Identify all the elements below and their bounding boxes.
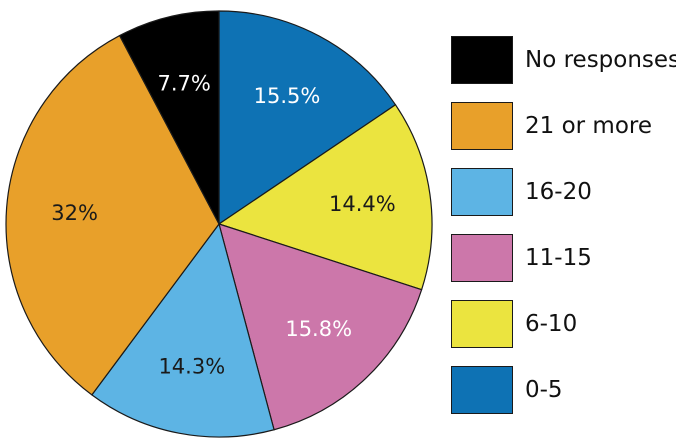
pie-chart: 15.5% 14.4% 15.8% 14.3% 32% 7.7% [5, 10, 433, 438]
pie-slice-labels: 15.5% 14.4% 15.8% 14.3% 32% 7.7% [51, 71, 396, 378]
chart-legend: No responses 21 or more 16-20 11-15 6-10 0-5 [451, 36, 676, 432]
legend-item: 11-15 [451, 234, 676, 282]
legend-item: No responses [451, 36, 676, 84]
pie-slice-0-5 [218, 10, 397, 225]
pie-slice-16-20 [91, 223, 275, 438]
legend-swatch [451, 168, 513, 216]
pie-slice-6-10 [218, 104, 433, 291]
legend-label: 11-15 [525, 245, 592, 271]
legend-swatch [451, 36, 513, 84]
slice-value-label: 14.3% [158, 354, 225, 378]
legend-label: 6-10 [525, 311, 578, 337]
slice-value-label: 14.4% [329, 192, 396, 216]
slice-value-label: 15.5% [254, 84, 321, 108]
legend-swatch [451, 366, 513, 414]
pie-slice-no-responses [119, 10, 220, 225]
legend-swatch [451, 102, 513, 150]
legend-label: 21 or more [525, 113, 652, 139]
legend-swatch [451, 234, 513, 282]
legend-label: No responses [525, 47, 676, 73]
legend-label: 0-5 [525, 377, 563, 403]
legend-item: 0-5 [451, 366, 676, 414]
pie-slice-11-15 [218, 223, 423, 431]
legend-item: 6-10 [451, 300, 676, 348]
legend-swatch [451, 300, 513, 348]
legend-label: 16-20 [525, 179, 592, 205]
pie-slice-21-or-more [5, 34, 220, 396]
slice-value-label: 15.8% [285, 317, 352, 341]
pie-slices [5, 10, 433, 438]
legend-item: 16-20 [451, 168, 676, 216]
slice-value-label: 7.7% [158, 71, 211, 95]
slice-value-label: 32% [51, 201, 98, 225]
legend-item: 21 or more [451, 102, 676, 150]
